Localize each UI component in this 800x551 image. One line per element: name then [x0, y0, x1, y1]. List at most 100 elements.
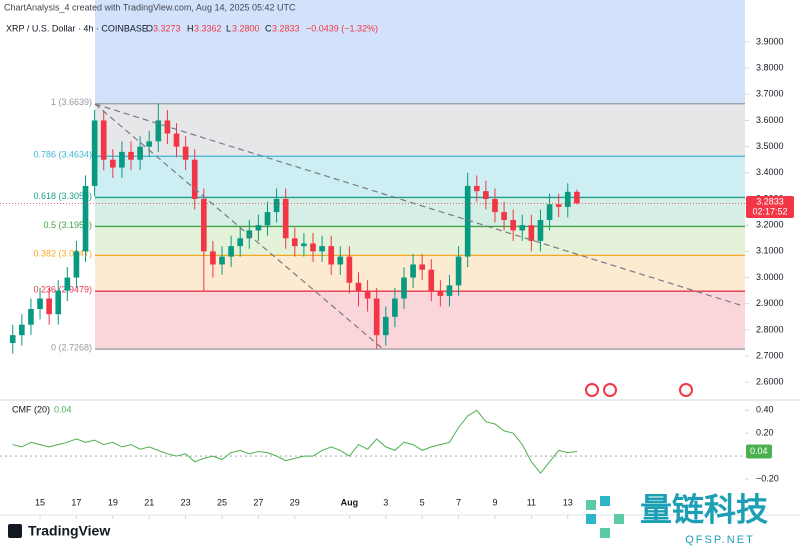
y-tick-label: 2.8000: [756, 324, 784, 334]
candle-body: [574, 191, 580, 204]
x-tick-label: 25: [217, 497, 227, 507]
y-tick-label: 2.6000: [756, 377, 784, 387]
event-icon[interactable]: [603, 383, 617, 397]
fib-level-label: 0.5 (3.1953): [43, 220, 92, 230]
candle-body: [492, 199, 498, 213]
candle-body: [19, 324, 25, 336]
price-change: −0.0439 (−1.32%): [306, 23, 378, 33]
candle-body: [428, 269, 435, 291]
ohlc-value: 3.3362: [194, 23, 222, 33]
trend-line: [94, 103, 741, 306]
y-tick-label: 0.40: [756, 405, 774, 415]
y-tick-label: 3.1000: [756, 246, 784, 256]
candle-body: [237, 238, 244, 247]
x-tick-label: 13: [563, 497, 573, 507]
y-tick-label: 3.2000: [756, 220, 784, 230]
y-tick-label: 3.0000: [756, 272, 784, 282]
candle-body: [128, 151, 134, 160]
trend-line: [94, 103, 384, 350]
x-tick-label: Aug: [341, 497, 359, 507]
event-icon[interactable]: [679, 383, 693, 397]
candle-body: [37, 298, 43, 309]
ohlc-value: 3.3273: [153, 23, 181, 33]
x-tick-label: 9: [492, 497, 497, 507]
watermark-logo: [600, 528, 610, 538]
fib-level-label: 0.618 (3.3059): [33, 191, 92, 201]
indicator-line: [12, 409, 577, 475]
candle-body: [483, 191, 489, 199]
candle-body: [501, 212, 507, 220]
candle-body: [373, 298, 380, 336]
fib-band: [95, 0, 745, 104]
indicator-tag: [746, 444, 772, 459]
candle-body: [200, 199, 207, 252]
candle-body: [455, 256, 462, 286]
indicator-title: CMF (20): [12, 404, 50, 414]
symbol-info: XRP / U.S. Dollar · 4h · COINBASE: [6, 23, 148, 33]
candle-body: [528, 225, 535, 241]
candle-body: [446, 285, 453, 296]
watermark-url: QFSP.NET: [685, 534, 755, 546]
watermark-logo: [586, 514, 596, 524]
ohlc-label: O: [146, 23, 153, 33]
candle-body: [519, 225, 526, 231]
candle-body: [291, 238, 298, 247]
candle-body: [310, 243, 316, 252]
indicator-tag-value: 0.04: [750, 446, 768, 456]
y-tick-label: 3.5000: [756, 141, 784, 151]
background-layer: 1 (3.6639) 0.786 (3.4634) 0.618 (3.3059) 0.…: [33, 0, 745, 352]
candle-body: [191, 159, 198, 199]
watermark-logo: [586, 500, 596, 510]
candle-body: [346, 256, 353, 283]
fib-level-label: 0.786 (3.4634): [33, 150, 92, 160]
candle-body: [437, 290, 444, 296]
candle-body: [219, 256, 225, 265]
ohlc-label: L: [226, 23, 231, 33]
y-tick-label: 3.8000: [756, 62, 784, 72]
y-tick-label: 3.4000: [756, 167, 784, 177]
x-tick-label: 19: [108, 497, 118, 507]
watermark-text: 量链科技: [640, 491, 768, 527]
fib-level-label: 0 (2.7268): [51, 342, 92, 352]
x-tick-label: 17: [71, 497, 81, 507]
candle-body: [464, 185, 471, 257]
candle-body: [173, 133, 180, 147]
candle-body: [264, 212, 271, 226]
candle-body: [382, 316, 389, 336]
y-tick-label: 0.20: [756, 428, 774, 438]
event-icon[interactable]: [585, 383, 599, 397]
candle-body: [401, 277, 407, 299]
candle-body: [73, 251, 80, 278]
ohlc-label: H: [187, 23, 194, 33]
ohlc-label: C: [265, 23, 272, 33]
candle-body: [546, 204, 553, 220]
candle-body: [273, 199, 280, 213]
candle-body: [9, 335, 16, 344]
fib-band: [95, 226, 745, 256]
candle-body: [210, 251, 216, 265]
fib-level-label: 0.382 (3.0847): [33, 249, 92, 259]
candle-body: [537, 219, 544, 241]
brand-name: TradingView: [28, 523, 110, 539]
candle-body: [182, 146, 189, 160]
indicator-value: 0.04: [54, 404, 72, 414]
ohlc-value: 3.2833: [272, 23, 300, 33]
candle-body: [410, 264, 416, 278]
candle-body: [100, 120, 107, 160]
candle-body: [355, 282, 362, 291]
watermark: 量链科技 QFSP.NET: [586, 491, 768, 546]
x-tick-label: 21: [144, 497, 154, 507]
price-tag: [746, 196, 794, 218]
x-tick-label: 23: [181, 497, 191, 507]
price-tag-value: 3.2833: [756, 196, 784, 206]
candle-body: [55, 290, 62, 315]
candle-body: [473, 185, 480, 192]
candle-body: [155, 120, 162, 142]
fib-band: [95, 255, 745, 292]
watermark-logo: [600, 496, 610, 506]
candle-body: [328, 246, 335, 265]
candle-body: [337, 256, 344, 265]
x-tick-label: 15: [35, 497, 45, 507]
fib-level-label: 0.236 (2.9479): [33, 285, 92, 295]
